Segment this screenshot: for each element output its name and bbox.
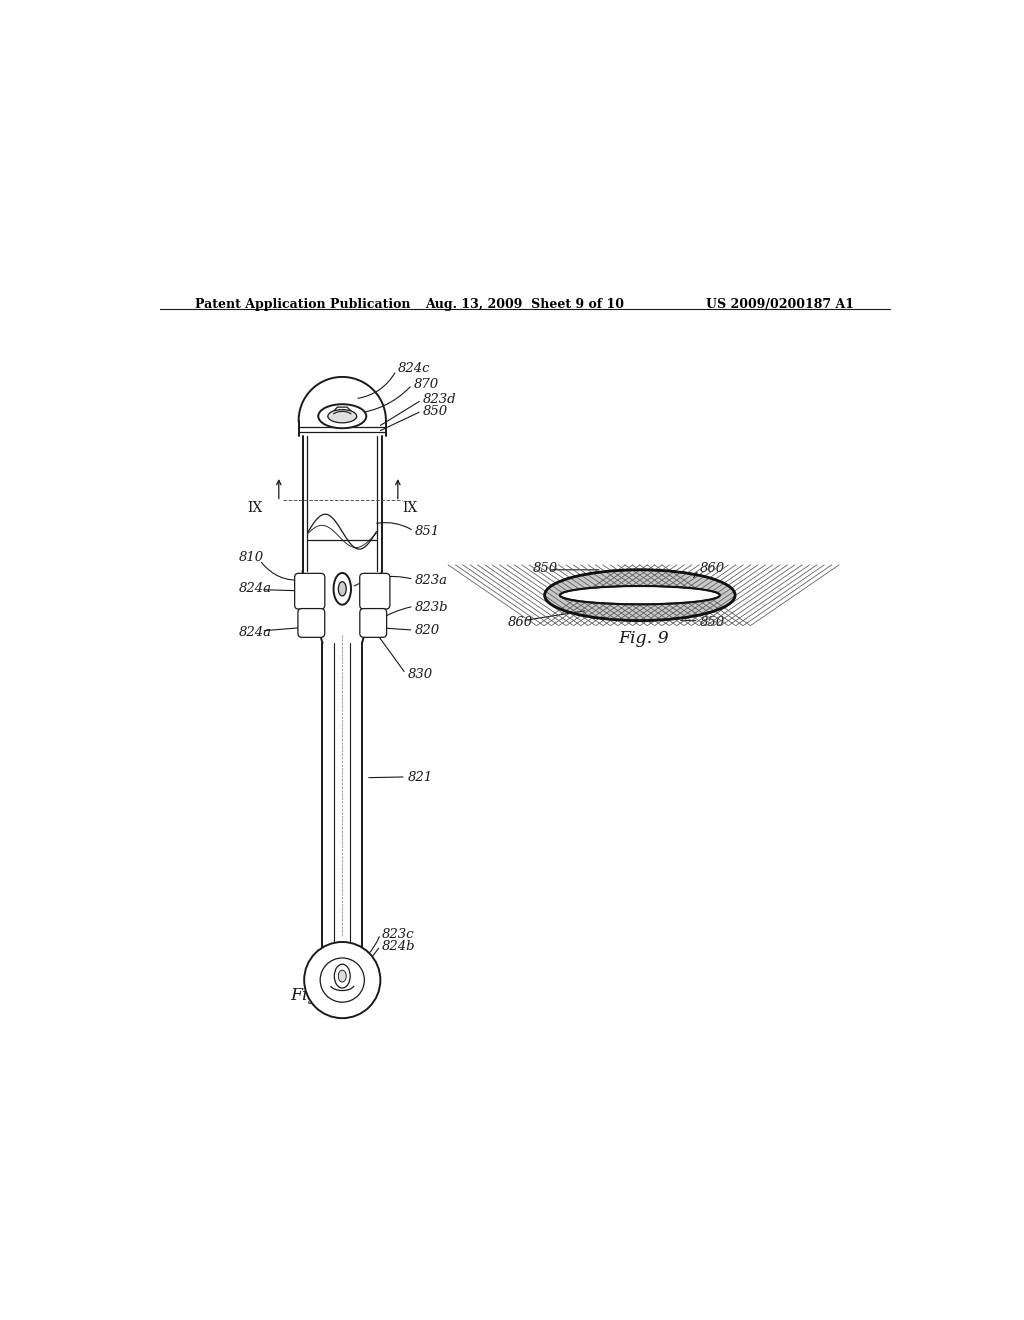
Text: 850: 850 <box>699 615 725 628</box>
Text: Fig. 8: Fig. 8 <box>291 987 341 1005</box>
Text: Patent Application Publication: Patent Application Publication <box>196 298 411 312</box>
Circle shape <box>321 958 365 1002</box>
Ellipse shape <box>318 404 367 428</box>
Text: 823d: 823d <box>423 393 457 407</box>
Text: 824a: 824a <box>240 582 272 595</box>
Circle shape <box>304 942 380 1018</box>
Text: 870: 870 <box>414 378 439 391</box>
Ellipse shape <box>334 573 351 605</box>
Text: IX: IX <box>401 500 417 515</box>
Ellipse shape <box>545 570 735 620</box>
Text: 851: 851 <box>416 525 440 539</box>
Text: 860: 860 <box>699 562 725 574</box>
Ellipse shape <box>338 582 346 595</box>
Text: 823b: 823b <box>416 601 449 614</box>
Text: 820: 820 <box>416 624 440 638</box>
Ellipse shape <box>335 964 350 987</box>
FancyBboxPatch shape <box>359 573 390 609</box>
Text: 830: 830 <box>408 668 432 681</box>
Ellipse shape <box>328 409 356 422</box>
Ellipse shape <box>338 970 346 982</box>
Ellipse shape <box>560 586 720 605</box>
Text: 810: 810 <box>240 552 264 565</box>
FancyBboxPatch shape <box>359 609 387 638</box>
Text: 850: 850 <box>423 404 449 417</box>
Text: 823a: 823a <box>416 574 449 587</box>
Text: 824b: 824b <box>382 940 416 953</box>
Text: Fig. 9: Fig. 9 <box>618 631 669 647</box>
Text: 860: 860 <box>507 615 532 628</box>
Text: 824c: 824c <box>397 363 430 375</box>
Text: Aug. 13, 2009  Sheet 9 of 10: Aug. 13, 2009 Sheet 9 of 10 <box>425 298 625 312</box>
Text: IX: IX <box>247 500 262 515</box>
Text: 821: 821 <box>408 771 432 784</box>
Text: 824a: 824a <box>240 626 272 639</box>
FancyBboxPatch shape <box>295 573 325 609</box>
Text: 850: 850 <box>532 562 558 574</box>
FancyBboxPatch shape <box>298 609 325 638</box>
Text: US 2009/0200187 A1: US 2009/0200187 A1 <box>707 298 854 312</box>
Text: 823c: 823c <box>382 928 415 941</box>
